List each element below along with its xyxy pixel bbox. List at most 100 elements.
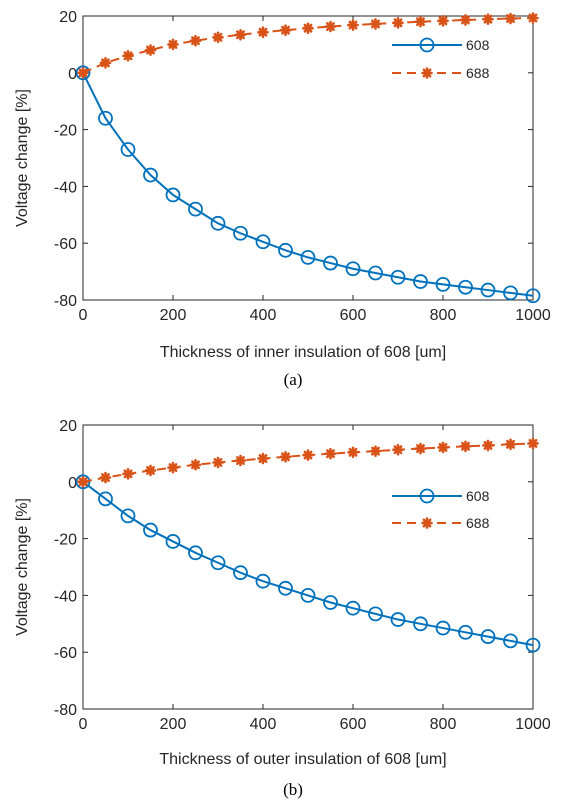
asterisk-stroke: [483, 14, 493, 24]
data-point-688: [459, 14, 472, 26]
asterisk-stroke: [213, 458, 223, 467]
chart-panel-b: 0 200 400 600 800 1000200-20-40-60-80Thicknes…: [14, 418, 551, 799]
asterisk-stroke: [348, 20, 358, 30]
data-point-688: [437, 15, 449, 27]
data-point-608: [233, 565, 248, 581]
data-point-608: [278, 242, 293, 258]
asterisk-stroke: [371, 446, 380, 456]
legend-label-688: 688: [466, 515, 490, 531]
y-axis-label: Voltage change [%]: [14, 498, 31, 636]
x-tick-label: 1000: [515, 307, 551, 324]
asterisk-stroke: [371, 19, 380, 29]
data-point-688: [99, 471, 112, 484]
asterisk-stroke: [303, 23, 313, 33]
data-point-608: [300, 249, 316, 265]
data-point-688: [324, 20, 337, 33]
data-point-608: [188, 201, 203, 217]
asterisk-stroke: [281, 25, 290, 35]
legend: 608 688: [392, 37, 490, 81]
figure-caption: (a): [284, 370, 303, 389]
data-point-688: [257, 26, 269, 38]
data-point-608: [210, 215, 226, 231]
data-point-688: [369, 445, 382, 457]
data-point-688: [414, 15, 427, 28]
legend-marker-608: [419, 37, 435, 53]
asterisk-stroke: [101, 58, 110, 68]
x-tick-label: 600: [340, 307, 367, 324]
data-point-688: [347, 19, 359, 31]
data-point-688: [302, 449, 314, 461]
data-point-608: [165, 187, 181, 203]
data-point-688: [212, 31, 224, 44]
legend-label-608: 608: [466, 488, 490, 504]
data-point-608: [345, 600, 361, 616]
asterisk-stroke: [393, 18, 403, 28]
data-point-688: [347, 446, 359, 459]
data-point-688: [122, 49, 134, 62]
plot-area: [82, 424, 534, 710]
asterisk-stroke: [123, 469, 133, 479]
x-tick-label: 600: [340, 716, 367, 733]
x-tick-label: 200: [160, 307, 187, 324]
asterisk-stroke: [422, 518, 432, 528]
x-axis-label: Thickness of inner insulation of 608 [um…: [160, 344, 446, 361]
data-point-688: [234, 28, 247, 41]
data-point-688: [459, 440, 472, 453]
data-point-688: [324, 447, 337, 460]
data-point-688: [369, 18, 382, 30]
asterisk-stroke: [326, 22, 335, 31]
asterisk-stroke: [326, 449, 335, 459]
x-tick-label: 0: [79, 716, 88, 733]
asterisk-stroke: [236, 456, 245, 465]
y-tick-label: 20: [59, 9, 77, 26]
y-tick-label: -80: [54, 293, 77, 310]
asterisk-stroke: [348, 447, 358, 457]
asterisk-stroke: [78, 477, 88, 487]
asterisk-stroke: [168, 39, 178, 49]
asterisk-stroke: [258, 27, 268, 37]
asterisk-stroke: [528, 13, 538, 23]
asterisk-stroke: [191, 460, 200, 470]
data-point-608: [368, 606, 383, 622]
asterisk-stroke: [506, 14, 515, 24]
legend-marker-608: [419, 488, 435, 504]
data-point-608: [413, 616, 428, 632]
x-tick-label: 800: [430, 716, 457, 733]
data-point-608: [503, 633, 518, 649]
y-tick-label: 0: [68, 66, 77, 83]
asterisk-stroke: [213, 32, 223, 42]
data-point-608: [458, 279, 473, 295]
data-point-688: [257, 452, 269, 465]
asterisk-stroke: [281, 452, 290, 462]
legend-marker-688: [421, 67, 433, 79]
data-point-608: [323, 255, 338, 271]
data-point-608: [435, 620, 451, 636]
asterisk-stroke: [438, 16, 448, 26]
data-point-688: [414, 442, 427, 455]
series-line-608: [82, 72, 534, 297]
asterisk-stroke: [438, 442, 448, 452]
data-point-608: [503, 285, 518, 301]
data-point-688: [302, 22, 314, 35]
data-point-688: [122, 468, 134, 480]
y-tick-label: -40: [54, 179, 77, 196]
asterisk-stroke: [123, 51, 133, 61]
data-point-688: [504, 12, 517, 25]
data-point-688: [167, 461, 179, 474]
data-point-608: [413, 274, 428, 289]
asterisk-stroke: [191, 36, 200, 46]
data-point-608: [98, 491, 113, 507]
data-point-608: [233, 225, 248, 241]
asterisk-stroke: [393, 445, 403, 455]
y-tick-label: -60: [54, 236, 77, 253]
data-point-608: [98, 110, 113, 126]
data-point-688: [77, 475, 89, 488]
asterisk-stroke: [101, 473, 110, 482]
asterisk-stroke: [528, 439, 538, 448]
x-tick-label: 1000: [515, 716, 551, 733]
asterisk-stroke: [236, 30, 245, 40]
asterisk-stroke: [146, 45, 155, 55]
y-tick-label: -20: [54, 532, 77, 549]
data-point-608: [143, 167, 158, 183]
